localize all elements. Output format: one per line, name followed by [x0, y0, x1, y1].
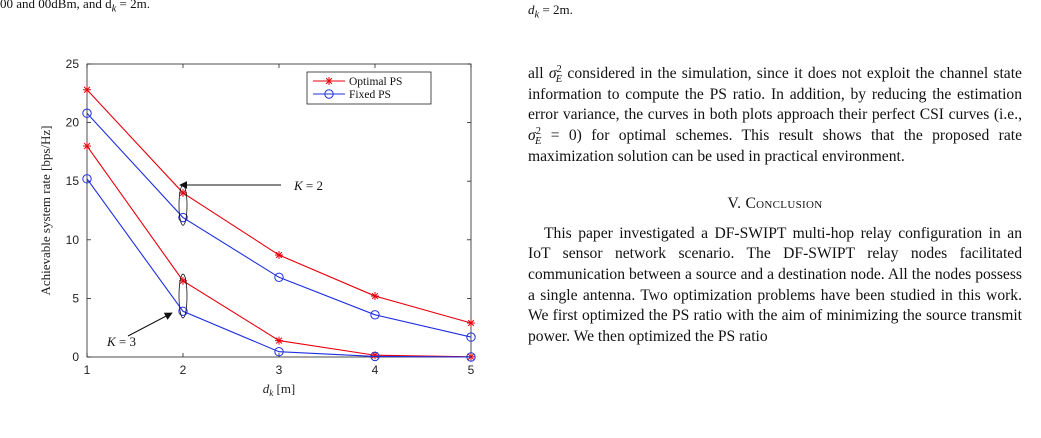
y-tick-label: 20: [66, 116, 80, 130]
y-tick-label: 10: [66, 233, 80, 247]
section-heading-conclusion: V. Conclusion: [528, 194, 1022, 214]
y-tick-label: 25: [66, 57, 80, 71]
x-tick-label: 3: [276, 363, 283, 377]
annotation-arrow-k3: [127, 312, 173, 337]
legend-label: Fixed PS: [349, 89, 391, 101]
series-line-fixed-ps-K2: [86, 112, 472, 338]
y-tick-label: 0: [72, 350, 79, 364]
series-line-optimal-ps-K2: [86, 89, 472, 324]
p1-middle: considered in the simulation, since it d…: [528, 65, 1022, 124]
data-point-star: [467, 319, 475, 328]
section-title: Conclusion: [745, 194, 823, 212]
caption-fragment-right: dk = 2m.: [528, 2, 573, 21]
p1-end: = 0) for optimal schemes. This result sh…: [528, 127, 1022, 165]
x-tick-label: 5: [468, 363, 475, 377]
series-line-fixed-ps-K3: [86, 178, 472, 358]
data-point-circle: [82, 108, 92, 118]
sigma-sub-2: E: [534, 136, 542, 148]
x-tick-label: 2: [180, 363, 187, 377]
caption-var: d: [528, 2, 535, 17]
p1-start: all: [528, 65, 549, 82]
caption-fragment-tail: = 2m.: [116, 0, 150, 11]
caption-fragment-sub: k: [111, 3, 117, 15]
data-point-star: [83, 142, 91, 151]
sigma-sup: 2: [556, 63, 562, 75]
group-ellipse-k3: [178, 273, 188, 319]
paragraph-conclusion: This paper investigated a DF-SWIPT multi…: [528, 224, 1022, 346]
legend-box: [306, 71, 432, 105]
data-point-circle: [274, 272, 284, 283]
data-point-circle: [178, 212, 188, 223]
section-number: V.: [727, 194, 746, 212]
data-point-circle: [466, 352, 476, 362]
data-point-star: [179, 188, 187, 197]
y-axis-label: Achievable system rate [bps/Hz]: [38, 125, 53, 295]
sigma-sup-2: 2: [535, 125, 541, 137]
annotation-label-k2: K = 2: [293, 178, 323, 193]
data-point-circle: [178, 306, 188, 316]
data-point-star: [83, 85, 91, 94]
caption-tail: = 2m.: [539, 2, 573, 17]
data-point-star: [275, 336, 283, 345]
x-tick-label: 4: [372, 363, 379, 377]
legend-marker-circle: [324, 89, 334, 99]
caption-fragment-left: 00 and 00dBm, and dk = 2m.: [0, 0, 150, 15]
legend-marker-star: [325, 77, 333, 85]
paragraph-results: all σ2E considered in the simulation, si…: [528, 64, 1022, 168]
sigma-symbol-2: σ: [528, 127, 536, 145]
caption-fragment-text: 00 and 00dBm, and d: [0, 0, 112, 11]
x-tick-label: 1: [84, 363, 91, 377]
data-point-star: [275, 251, 283, 260]
legend-label: Optimal PS: [349, 76, 402, 88]
rate-vs-distance-chart: 1 2 3 4 5 0 5 10 15 20 25 dk [m] Achievable system r…: [38, 57, 476, 398]
data-point-star: [371, 292, 379, 301]
y-tick-label: 15: [66, 174, 80, 188]
data-point-circle: [466, 332, 476, 342]
data-point-circle: [370, 310, 380, 320]
y-tick-label: 5: [72, 291, 79, 305]
annotation-label-k3: K = 3: [106, 334, 136, 349]
data-point-circle: [370, 351, 380, 362]
plot-frame: [86, 63, 472, 358]
caption-var-sub: k: [534, 9, 540, 21]
sigma-sub: E: [555, 74, 563, 86]
sigma-symbol: σ: [548, 65, 557, 82]
data-point-circle: [82, 174, 92, 184]
body-text-column: all σ2E considered in the simulation, si…: [528, 64, 1022, 348]
x-axis-label: dk [m]: [263, 381, 296, 398]
data-point-circle: [274, 347, 284, 357]
